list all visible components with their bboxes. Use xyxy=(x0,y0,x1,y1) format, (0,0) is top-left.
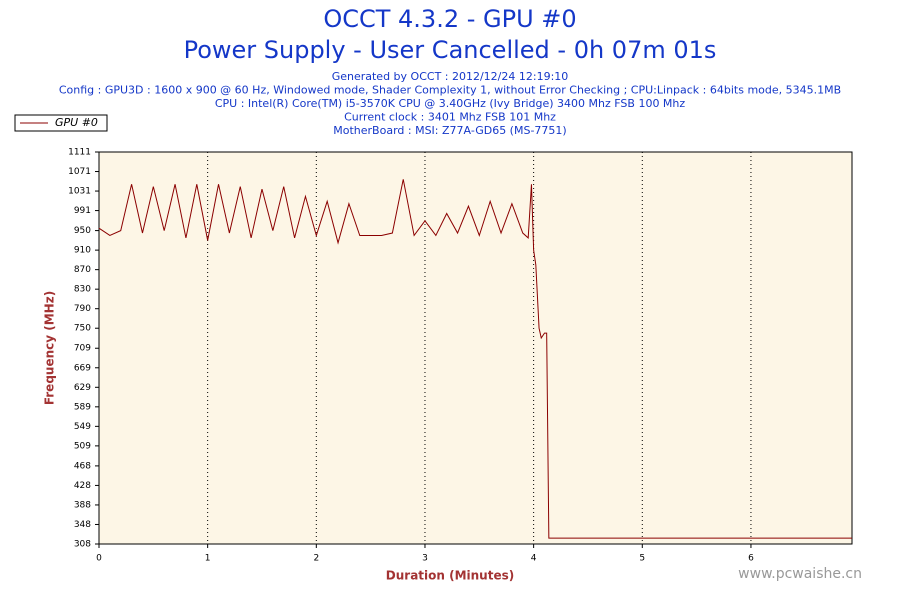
info-line: Current clock : 3401 Mhz FSB 101 Mhz xyxy=(344,111,556,124)
x-tick-label: 2 xyxy=(313,554,319,564)
y-tick-label: 870 xyxy=(74,265,91,275)
x-tick-label: 0 xyxy=(96,554,102,564)
x-tick-label: 4 xyxy=(531,554,537,564)
y-tick-label: 468 xyxy=(74,461,91,471)
y-tick-label: 709 xyxy=(74,344,91,354)
y-tick-label: 1111 xyxy=(68,148,91,158)
y-tick-label: 589 xyxy=(74,402,91,412)
legend-box xyxy=(14,114,108,132)
x-tick-label: 1 xyxy=(205,554,211,564)
chart-title: OCCT 4.3.2 - GPU #0 xyxy=(323,5,576,33)
info-line: CPU : Intel(R) Core(TM) i5-3570K CPU @ 3… xyxy=(215,97,686,110)
y-tick-label: 428 xyxy=(74,481,91,491)
y-tick-label: 388 xyxy=(74,500,91,510)
y-tick-label: 830 xyxy=(74,285,91,295)
y-tick-label: 308 xyxy=(74,540,91,550)
y-tick-label: 991 xyxy=(74,206,91,216)
y-tick-label: 348 xyxy=(74,520,91,530)
legend-label: GPU #0 xyxy=(55,116,98,129)
y-tick-label: 509 xyxy=(74,441,91,451)
y-tick-label: 629 xyxy=(74,383,91,393)
x-tick-label: 6 xyxy=(748,554,754,564)
x-tick-label: 3 xyxy=(422,554,428,564)
data-line xyxy=(98,179,852,539)
y-tick-label: 950 xyxy=(74,226,91,236)
y-tick-label: 790 xyxy=(74,304,91,314)
y-tick-label: 1031 xyxy=(68,187,91,197)
y-tick-label: 1071 xyxy=(68,167,91,177)
y-tick-label: 669 xyxy=(74,363,91,373)
chart-subtitle: Power Supply - User Cancelled - 0h 07m 0… xyxy=(184,36,717,64)
y-axis-label: Frequency (MHz) xyxy=(43,291,57,405)
x-tick-label: 5 xyxy=(639,554,645,564)
info-line: Generated by OCCT : 2012/12/24 12:19:10 xyxy=(332,70,569,83)
watermark: www.pcwaishe.cn xyxy=(738,566,862,582)
info-line: MotherBoard : MSI: Z77A-GD65 (MS-7751) xyxy=(333,124,566,137)
x-axis-label: Duration (Minutes) xyxy=(386,569,514,583)
y-tick-label: 910 xyxy=(74,246,91,256)
plot-area xyxy=(98,151,853,545)
y-tick-label: 549 xyxy=(74,422,91,432)
info-line: Config : GPU3D : 1600 x 900 @ 60 Hz, Win… xyxy=(59,84,841,97)
y-tick-label: 750 xyxy=(74,324,91,334)
